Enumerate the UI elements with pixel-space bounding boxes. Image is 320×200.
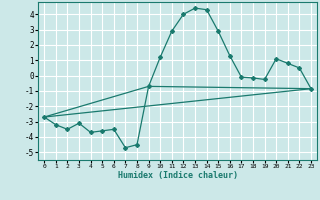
X-axis label: Humidex (Indice chaleur): Humidex (Indice chaleur) [118,171,238,180]
